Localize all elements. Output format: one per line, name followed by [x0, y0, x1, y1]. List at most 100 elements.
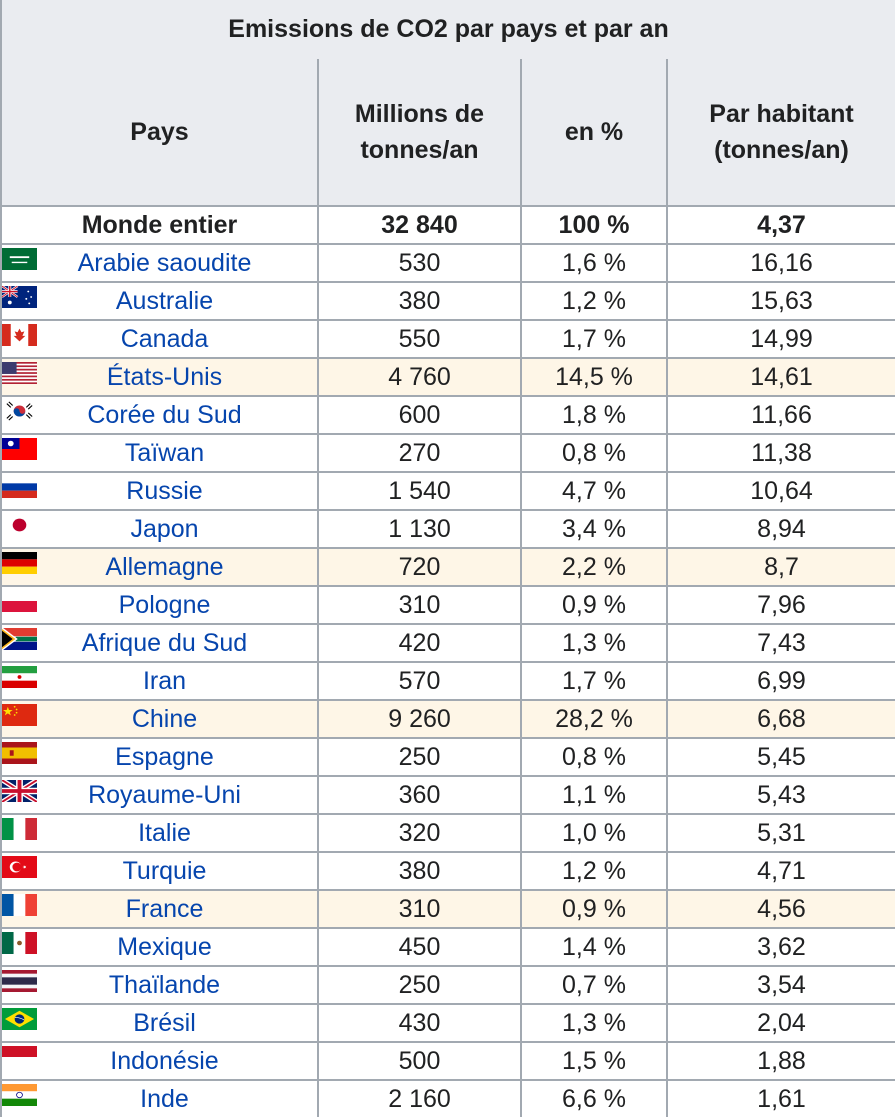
table-row: Indonésie 500 1,5 % 1,88 — [0, 1041, 895, 1081]
country-link[interactable]: Thaïlande — [108, 971, 221, 999]
millions-cell: 450 — [317, 927, 522, 967]
world-percent: 100 % — [520, 205, 668, 245]
percent-cell: 14,5 % — [520, 357, 668, 397]
country-cell: Espagne — [0, 737, 319, 777]
country-link[interactable]: Indonésie — [110, 1047, 219, 1075]
per-capita-cell: 5,43 — [665, 775, 895, 815]
table-row: Canada 550 1,7 % 14,99 — [0, 319, 895, 359]
per-capita-cell: 14,99 — [665, 319, 895, 359]
south-africa-flag-icon — [2, 628, 37, 650]
millions-cell: 250 — [317, 737, 522, 777]
percent-cell: 1,6 % — [520, 243, 668, 283]
saudi-arabia-flag-icon — [2, 248, 37, 270]
percent-cell: 0,9 % — [520, 585, 668, 625]
country-link[interactable]: Pologne — [118, 591, 211, 619]
country-cell: Russie — [0, 471, 319, 511]
per-capita-cell: 8,7 — [665, 547, 895, 587]
header-country[interactable]: Pays — [0, 59, 319, 207]
country-link[interactable]: Allemagne — [105, 553, 224, 581]
per-capita-cell: 1,61 — [665, 1079, 895, 1117]
millions-cell: 430 — [317, 1003, 522, 1043]
millions-cell: 310 — [317, 585, 522, 625]
japan-flag-icon — [2, 514, 37, 536]
percent-cell: 3,4 % — [520, 509, 668, 549]
table-row: Australie 380 1,2 % 15,63 — [0, 281, 895, 321]
country-link[interactable]: Inde — [140, 1085, 189, 1113]
russia-flag-icon — [2, 476, 37, 498]
percent-cell: 1,5 % — [520, 1041, 668, 1081]
country-link[interactable]: Italie — [138, 819, 191, 847]
millions-cell: 500 — [317, 1041, 522, 1081]
per-capita-cell: 5,31 — [665, 813, 895, 853]
millions-cell: 9 260 — [317, 699, 522, 739]
per-capita-cell: 1,88 — [665, 1041, 895, 1081]
table-row: Inde 2 160 6,6 % 1,61 — [0, 1079, 895, 1117]
header-per-capita[interactable]: Par habitant (tonnes/an) — [665, 59, 895, 207]
usa-flag-icon — [2, 362, 37, 384]
millions-cell: 420 — [317, 623, 522, 663]
country-link[interactable]: Canada — [120, 325, 209, 353]
percent-cell: 1,2 % — [520, 851, 668, 891]
canada-flag-icon — [2, 324, 37, 346]
table-caption: Emissions de CO2 par pays et par an — [0, 0, 895, 59]
millions-cell: 380 — [317, 281, 522, 321]
country-link[interactable]: Taïwan — [124, 439, 205, 467]
country-cell: Canada — [0, 319, 319, 359]
header-percent[interactable]: en % — [520, 59, 668, 207]
header-per-capita-line2: (tonnes/an) — [714, 136, 849, 164]
table-row: Russie 1 540 4,7 % 10,64 — [0, 471, 895, 511]
country-link[interactable]: Corée du Sud — [87, 401, 242, 429]
country-cell: Italie — [0, 813, 319, 853]
country-link[interactable]: Japon — [130, 515, 199, 543]
percent-cell: 1,7 % — [520, 319, 668, 359]
country-link[interactable]: Afrique du Sud — [81, 629, 248, 657]
country-cell: Taïwan — [0, 433, 319, 473]
country-link[interactable]: Chine — [131, 705, 198, 733]
france-flag-icon — [2, 894, 37, 916]
country-link[interactable]: Espagne — [115, 743, 214, 771]
south-korea-flag-icon — [2, 400, 37, 422]
world-country-cell: Monde entier — [0, 205, 319, 245]
country-cell: Indonésie — [0, 1041, 319, 1081]
mexico-flag-icon — [2, 932, 37, 954]
country-cell: États-Unis — [0, 357, 319, 397]
country-link[interactable]: Australie — [115, 287, 214, 315]
country-link[interactable]: Royaume-Uni — [88, 781, 241, 809]
country-cell: Allemagne — [0, 547, 319, 587]
millions-cell: 1 540 — [317, 471, 522, 511]
country-link[interactable]: Russie — [126, 477, 203, 505]
poland-flag-icon — [2, 590, 37, 612]
per-capita-cell: 11,38 — [665, 433, 895, 473]
percent-cell: 0,9 % — [520, 889, 668, 929]
india-flag-icon — [2, 1084, 37, 1106]
country-link[interactable]: Mexique — [117, 933, 212, 961]
header-millions[interactable]: Millions de tonnes/an — [317, 59, 522, 207]
country-link[interactable]: France — [125, 895, 204, 923]
country-link[interactable]: Arabie saoudite — [77, 249, 252, 277]
country-link[interactable]: Brésil — [133, 1009, 196, 1037]
country-cell: France — [0, 889, 319, 929]
table-row: Mexique 450 1,4 % 3,62 — [0, 927, 895, 967]
per-capita-cell: 4,56 — [665, 889, 895, 929]
percent-cell: 2,2 % — [520, 547, 668, 587]
percent-cell: 1,3 % — [520, 623, 668, 663]
thailand-flag-icon — [2, 970, 37, 992]
world-millions: 32 840 — [317, 205, 522, 245]
millions-cell: 250 — [317, 965, 522, 1005]
world-row: Monde entier 32 840 100 % 4,37 — [0, 205, 895, 245]
per-capita-cell: 3,62 — [665, 927, 895, 967]
header-millions-line2: tonnes/an — [360, 136, 479, 164]
millions-cell: 600 — [317, 395, 522, 435]
country-cell: Chine — [0, 699, 319, 739]
per-capita-cell: 11,66 — [665, 395, 895, 435]
country-link[interactable]: États-Unis — [106, 363, 223, 391]
country-cell: Royaume-Uni — [0, 775, 319, 815]
millions-cell: 530 — [317, 243, 522, 283]
country-cell: Turquie — [0, 851, 319, 891]
header-country-label: Pays — [130, 118, 189, 146]
uk-flag-icon — [2, 780, 37, 802]
country-link[interactable]: Iran — [142, 667, 187, 695]
country-link[interactable]: Turquie — [122, 857, 207, 885]
